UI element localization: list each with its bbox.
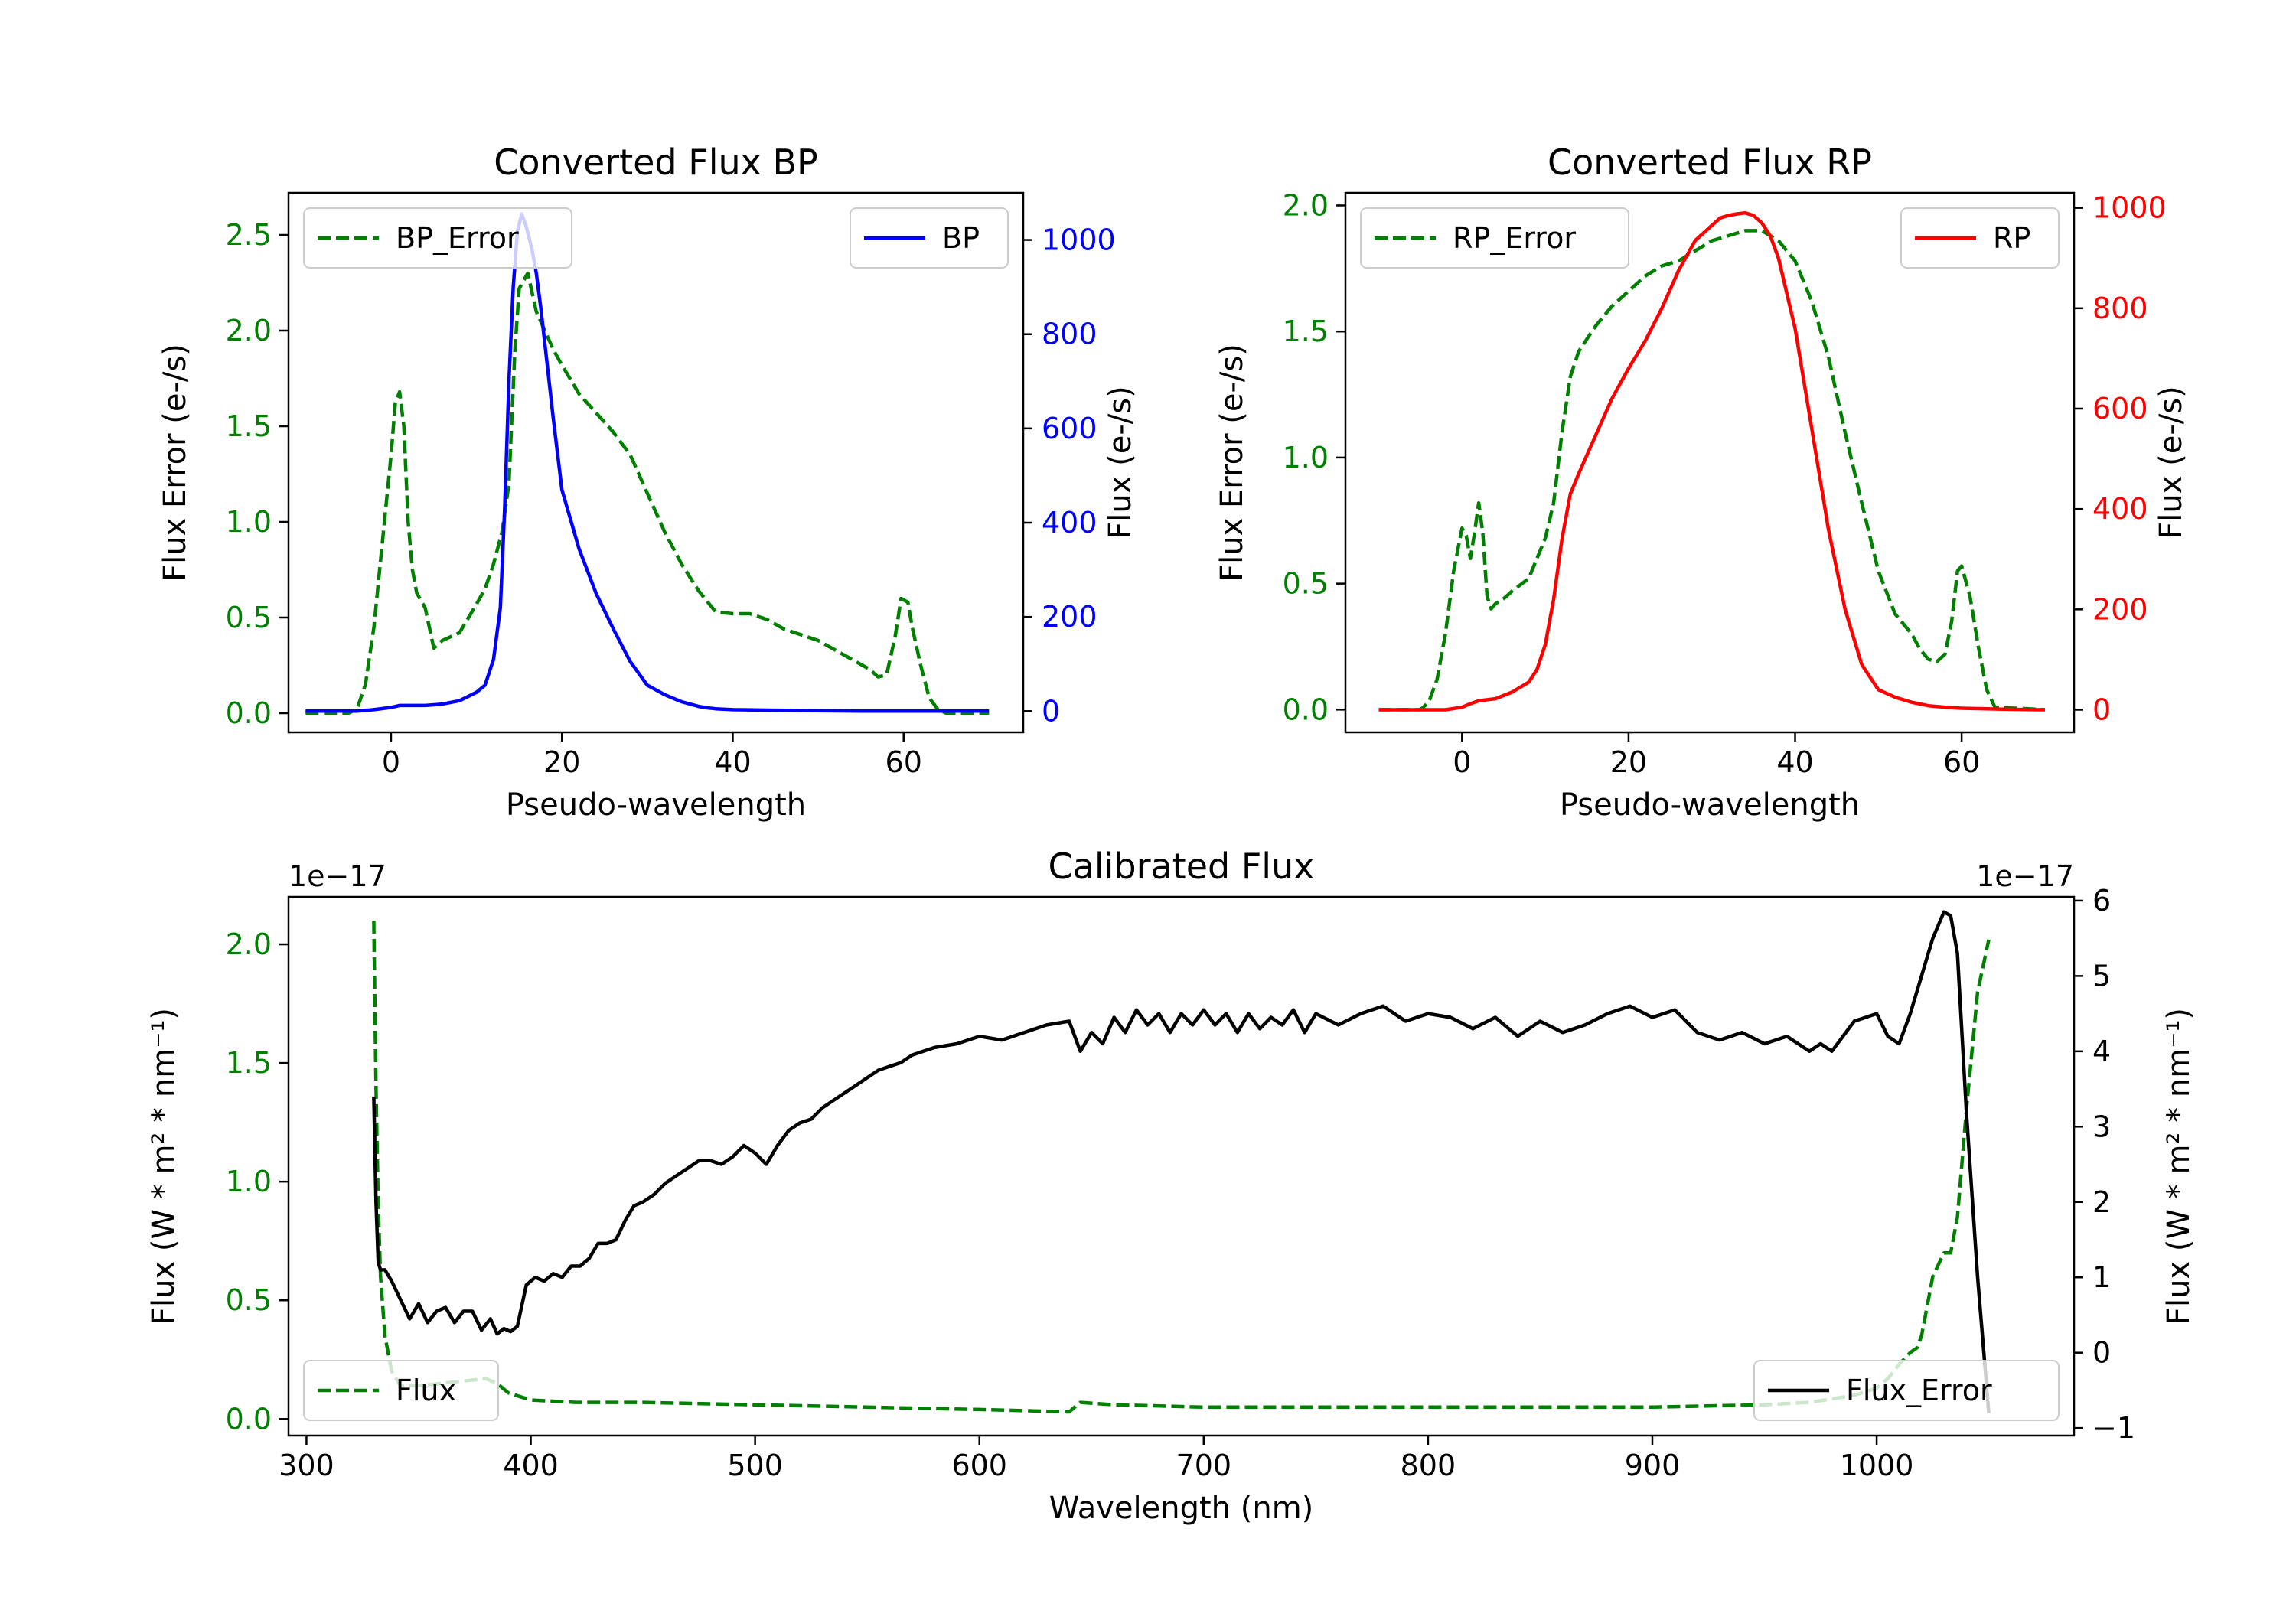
y-right-tick-label: 1000 xyxy=(1042,223,1116,257)
series-line-rp-error xyxy=(1378,229,2046,712)
legend-label: RP_Error xyxy=(1453,221,1576,255)
y-right-tick-label: 600 xyxy=(1042,412,1097,445)
x-tick-label: 500 xyxy=(727,1449,783,1482)
y-right-tick-label: 3 xyxy=(2092,1110,2111,1143)
y-right-tick-label: 200 xyxy=(2092,592,2148,626)
x-tick-label: 800 xyxy=(1401,1449,1456,1482)
series-line-flux xyxy=(372,910,1991,1413)
y-left-tick-label: 0.0 xyxy=(226,696,272,730)
y-left-tick-label: 0.0 xyxy=(1283,693,1329,726)
y-left-offset-text: 1e−17 xyxy=(289,859,386,893)
x-tick-label: 60 xyxy=(885,745,922,779)
y-left-tick-label: 1.0 xyxy=(226,505,272,539)
y-right-axis-label: Flux (e-/s) xyxy=(2154,386,2189,539)
y-left-tick-label: 1.0 xyxy=(1283,441,1329,474)
y-right-axis-label: Flux (e-/s) xyxy=(1103,386,1138,539)
y-right-tick-label: 2 xyxy=(2092,1185,2111,1219)
y-left-tick-label: 0.5 xyxy=(226,601,272,634)
chart-title: Converted Flux RP xyxy=(1548,142,1872,183)
y-left-tick-label: 1.5 xyxy=(226,1046,272,1080)
x-tick-label: 20 xyxy=(543,745,580,779)
x-tick-label: 700 xyxy=(1176,1449,1232,1482)
y-left-tick-label: 1.5 xyxy=(1283,315,1329,348)
x-tick-label: 0 xyxy=(382,745,400,779)
legend-rp-error: RP_Error xyxy=(1360,207,1629,269)
x-tick-label: 60 xyxy=(1943,745,1980,779)
y-right-tick-label: 200 xyxy=(1042,600,1097,634)
legend-flux-error: Flux xyxy=(303,1360,499,1421)
x-tick-label: 900 xyxy=(1625,1449,1681,1482)
y-left-tick-label: 2.5 xyxy=(226,218,272,252)
legend-label: BP xyxy=(942,221,980,255)
legend-box xyxy=(1753,1360,2060,1421)
chart-panel-1: Converted Flux RP 0 20 40 60 Pseudo-wavelengt… xyxy=(1215,142,2189,823)
y-right-tick-label: −1 xyxy=(2092,1411,2135,1445)
x-tick-label: 40 xyxy=(714,745,751,779)
x-tick-label: 600 xyxy=(951,1449,1007,1482)
x-axis-label: Wavelength (nm) xyxy=(1049,1491,1314,1526)
legend-bp: BP xyxy=(850,207,1009,269)
y-left-tick-label: 0.5 xyxy=(226,1283,272,1317)
y-right-tick-label: 1 xyxy=(2092,1260,2111,1294)
y-left-axis-label: Flux (W * m² * nm⁻¹) xyxy=(146,1008,181,1325)
y-right-tick-label: 0 xyxy=(1042,694,1060,728)
y-right-offset-text: 1e−17 xyxy=(1976,859,2074,893)
legend-label: Flux xyxy=(396,1374,456,1407)
legend-box xyxy=(850,207,1009,269)
x-tick-label: 0 xyxy=(1453,745,1471,779)
axes-frame xyxy=(287,895,2076,1437)
y-left-tick-label: 2.0 xyxy=(1283,188,1329,222)
legend-box xyxy=(1900,207,2060,269)
y-left-tick-label: 1.5 xyxy=(226,409,272,443)
y-right-axis-label: Flux (W * m² * nm⁻¹) xyxy=(2161,1008,2197,1325)
legend-flux: Flux_Error xyxy=(1753,1360,2060,1421)
legend-label: Flux_Error xyxy=(1846,1374,1992,1407)
legend-box xyxy=(303,207,572,269)
y-left-axis-label: Flux Error (e-/s) xyxy=(158,344,193,582)
axes-frame xyxy=(1344,191,2076,734)
x-tick-label: 300 xyxy=(279,1449,334,1482)
series-line-bp-error xyxy=(305,271,990,715)
x-axis-label: Pseudo-wavelength xyxy=(1560,787,1860,823)
y-right-tick-label: 0 xyxy=(2092,1336,2111,1370)
y-right-tick-label: 0 xyxy=(2092,693,2111,726)
y-right-tick-label: 800 xyxy=(1042,318,1097,351)
chart-title: Converted Flux BP xyxy=(494,142,818,183)
x-tick-label: 20 xyxy=(1610,745,1647,779)
y-right-tick-label: 800 xyxy=(2092,292,2148,325)
y-right-tick-label: 1000 xyxy=(2092,191,2167,225)
legend-box xyxy=(1360,207,1629,269)
chart-title: Calibrated Flux xyxy=(1049,846,1315,887)
x-tick-label: 400 xyxy=(503,1449,559,1482)
legend-label: RP xyxy=(1993,221,2030,255)
y-right-tick-label: 400 xyxy=(1042,506,1097,539)
series-line-bp xyxy=(305,212,990,713)
y-right-tick-label: 400 xyxy=(2092,492,2148,526)
y-right-tick-label: 600 xyxy=(2092,392,2148,425)
legend-box xyxy=(303,1360,499,1421)
y-left-axis-label: Flux Error (e-/s) xyxy=(1215,344,1250,582)
y-left-tick-label: 1.0 xyxy=(226,1165,272,1198)
x-axis-label: Pseudo-wavelength xyxy=(506,787,806,823)
y-left-tick-label: 2.0 xyxy=(226,927,272,961)
y-right-tick-label: 5 xyxy=(2092,959,2111,993)
y-right-tick-label: 6 xyxy=(2092,884,2111,918)
legend-label: BP_Error xyxy=(396,221,519,255)
chart-panel-0: Converted Flux BP 0 20 40 60 Pseudo-wavelengt… xyxy=(158,142,1138,823)
axes-frame xyxy=(287,191,1025,734)
legend-rp: RP xyxy=(1900,207,2060,269)
y-right-tick-label: 4 xyxy=(2092,1035,2111,1068)
x-tick-label: 1000 xyxy=(1840,1449,1914,1482)
y-left-tick-label: 0.5 xyxy=(1283,567,1329,601)
x-tick-label: 40 xyxy=(1776,745,1813,779)
chart-panel-2: Calibrated Flux 300 400 500 600 700 800 900 1000… xyxy=(146,846,2197,1526)
series-line-flux-error xyxy=(372,920,1991,1414)
y-left-tick-label: 2.0 xyxy=(226,314,272,347)
y-left-tick-label: 0.0 xyxy=(226,1402,272,1436)
legend-bp-error: BP_Error xyxy=(303,207,572,269)
series-line-rp xyxy=(1378,210,2045,712)
